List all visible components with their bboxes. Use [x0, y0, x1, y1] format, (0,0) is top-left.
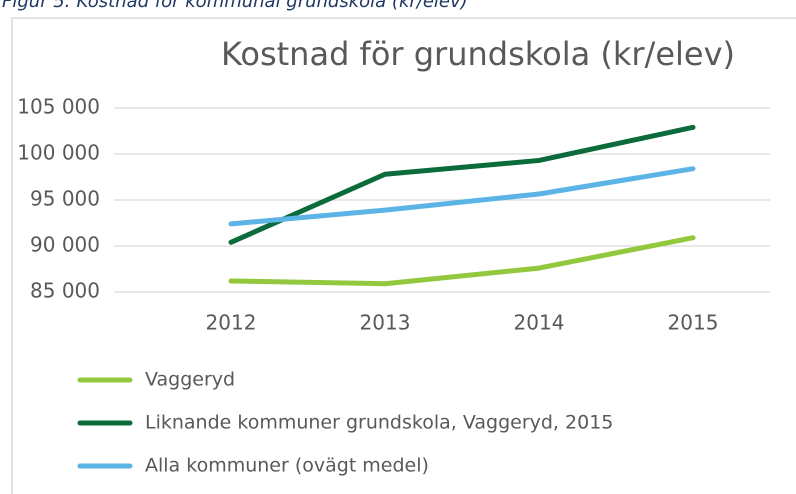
x-tick-label: 2013 [360, 311, 411, 335]
x-tick-label: 2012 [206, 311, 257, 335]
y-tick-label: 105 000 [17, 95, 100, 119]
chart-title: Kostnad för grundskola (kr/elev) [221, 35, 735, 73]
y-tick-label: 85 000 [30, 279, 100, 303]
x-tick-label: 2015 [668, 311, 719, 335]
y-tick-label: 90 000 [30, 233, 100, 257]
legend-label: Alla kommuner (ovägt medel) [145, 455, 429, 477]
figure-caption: Figur 5: Kostnad för kommunal grundskola… [2, 0, 468, 12]
x-tick-label: 2014 [514, 311, 565, 335]
legend-label: Liknande kommuner grundskola, Vaggeryd, … [145, 412, 613, 434]
series-line [228, 235, 696, 287]
y-tick-label: 100 000 [17, 141, 100, 165]
series-line [228, 124, 696, 245]
series-line [228, 166, 696, 227]
legend-label: Vaggeryd [145, 369, 235, 391]
y-tick-label: 95 000 [30, 187, 100, 211]
chart-frame [11, 17, 796, 494]
